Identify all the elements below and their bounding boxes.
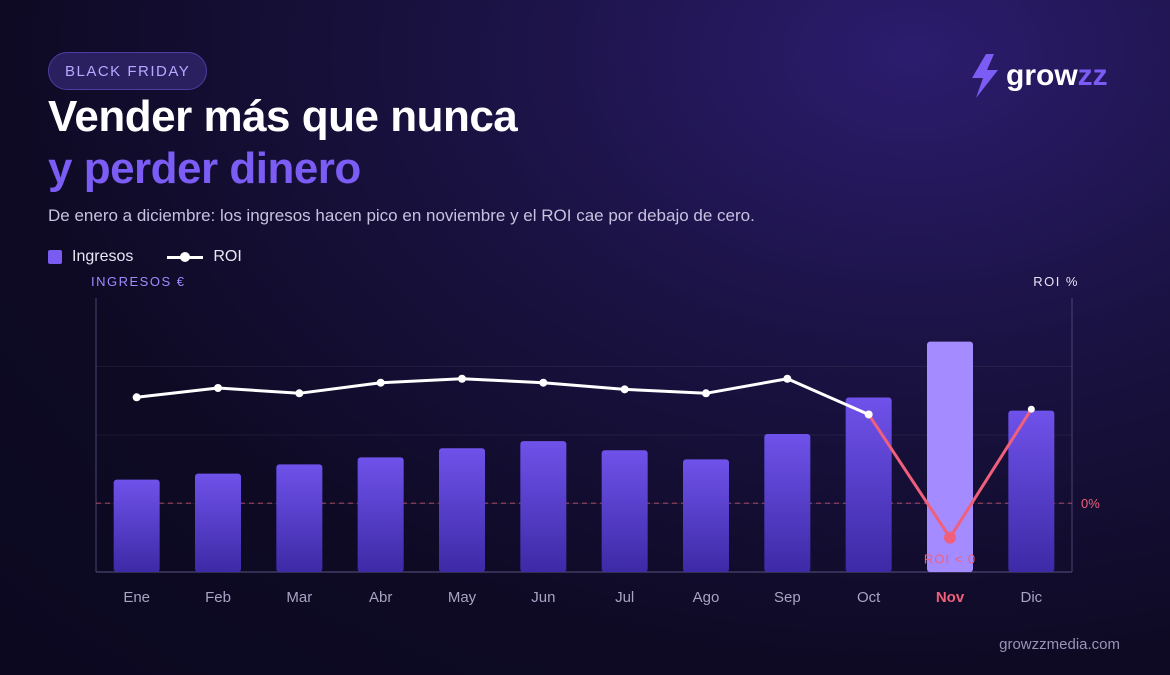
legend-bar-swatch	[48, 250, 62, 264]
roi-point-jul	[620, 385, 629, 394]
bar-nov	[927, 341, 973, 572]
bar-abr	[357, 457, 404, 572]
headline-line-1: Vender más que nunca	[48, 92, 518, 141]
x-tick-jul: Jul	[615, 589, 634, 606]
x-tick-oct: Oct	[857, 589, 881, 606]
footer-url[interactable]: growzzmedia.com	[999, 636, 1120, 653]
x-tick-nov: Nov	[936, 589, 965, 606]
right-axis-label: ROI %	[1033, 274, 1079, 289]
roi-line	[136, 377, 870, 416]
bar-mar	[276, 464, 323, 572]
black-friday-badge: BLACK FRIDAY	[48, 52, 208, 90]
roi-point-mar	[295, 389, 304, 398]
x-tick-jun: Jun	[531, 589, 555, 606]
bar-sep	[764, 433, 811, 572]
chart-legend: Ingresos ROI	[48, 248, 242, 266]
x-tick-ene: Ene	[123, 589, 150, 606]
bolt-icon	[972, 54, 998, 98]
bar-jul	[601, 450, 648, 572]
x-tick-may: May	[448, 589, 477, 606]
x-tick-abr: Abr	[369, 589, 392, 606]
roi-point-jun	[539, 378, 548, 387]
bar-may	[439, 448, 485, 572]
x-tick-ago: Ago	[693, 589, 720, 606]
roi-point-abr	[376, 378, 385, 387]
roi-point-ago	[702, 389, 710, 398]
x-tick-dic: Dic	[1020, 589, 1042, 606]
x-tick-mar: Mar	[286, 589, 312, 606]
roi-point-nov	[944, 531, 956, 544]
growzz-logo: growzz	[970, 54, 1108, 98]
left-axis-label: INGRESOS €	[91, 274, 185, 289]
headline-line-2: y perder dinero	[48, 144, 361, 193]
roi-point-sep	[783, 374, 792, 383]
x-tick-sep: Sep	[774, 589, 801, 606]
roi-point-oct	[864, 410, 873, 419]
legend-ingresos-label: Ingresos	[72, 248, 134, 265]
roi-point-dic	[1027, 405, 1035, 413]
roi-point-may	[458, 374, 466, 383]
roi-point-feb	[214, 384, 222, 393]
bar-ene	[113, 479, 160, 572]
zero-roi-label: 0%	[1081, 496, 1100, 511]
legend-line-swatch	[167, 252, 204, 262]
roi-point-ene	[132, 393, 141, 402]
bar-oct	[845, 397, 892, 572]
bar-dic	[1008, 410, 1055, 572]
roi-negative-annotation: ROI < 0	[924, 552, 976, 567]
legend-roi-label: ROI	[213, 248, 242, 265]
bar-ago	[683, 459, 729, 572]
bar-feb	[195, 473, 241, 572]
chart-subtitle: De enero a diciembre: los ingresos hacen…	[48, 206, 755, 225]
x-tick-feb: Feb	[205, 589, 231, 606]
logo-wordmark: growzz	[1006, 59, 1108, 92]
bar-jun	[520, 441, 567, 572]
